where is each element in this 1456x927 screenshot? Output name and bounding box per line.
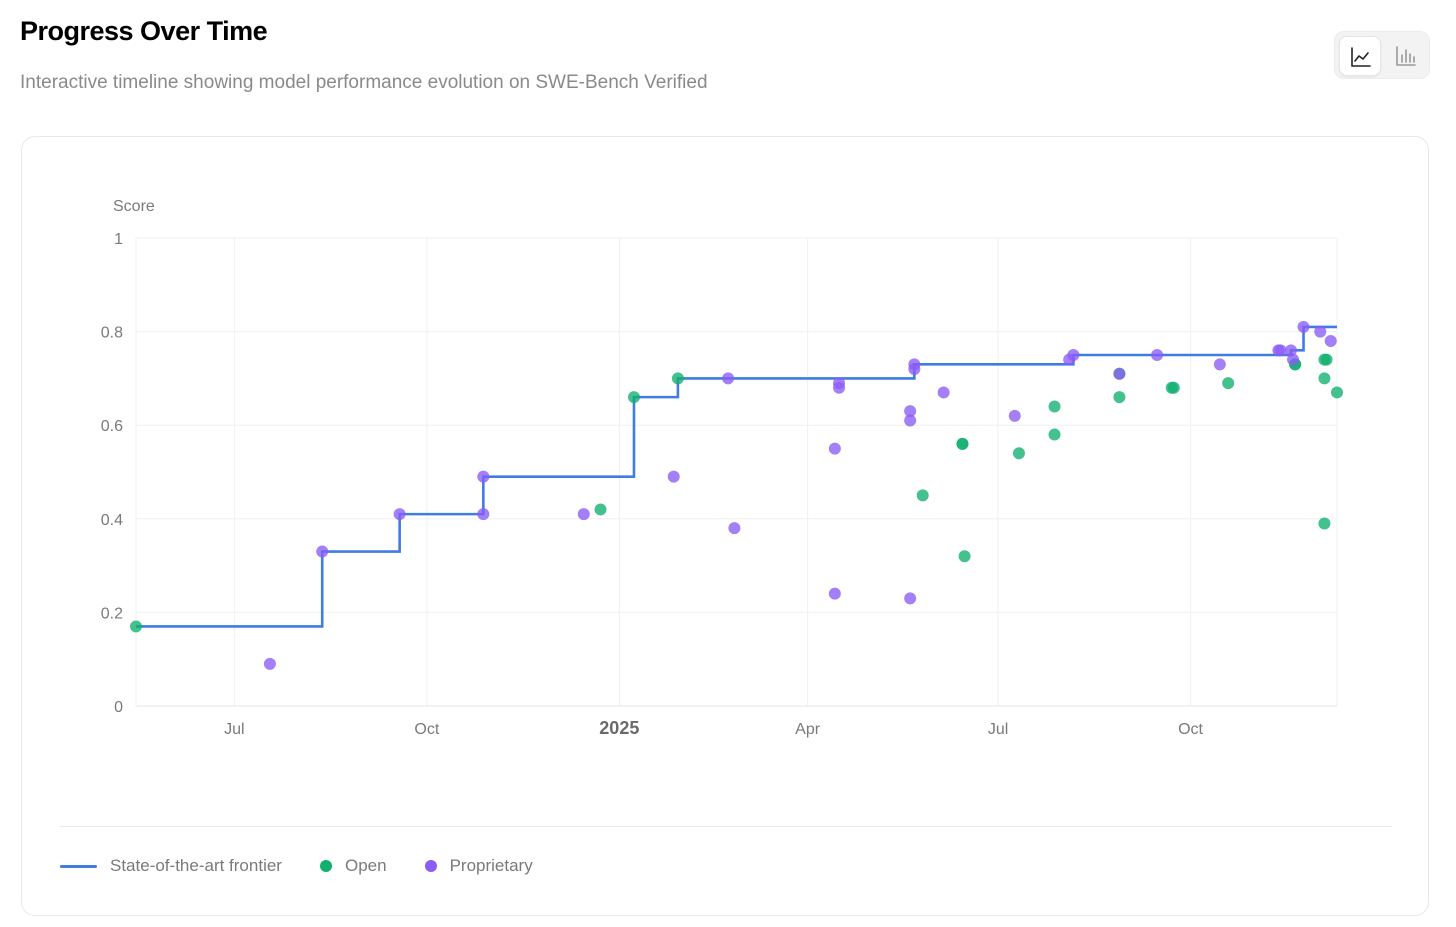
- open-model-point[interactable]: [1318, 517, 1331, 530]
- legend-label-proprietary: Proprietary: [449, 856, 533, 875]
- legend-divider: [60, 826, 1392, 827]
- legend-label-open: Open: [344, 856, 387, 875]
- open-model-point[interactable]: [956, 437, 969, 450]
- proprietary-model-point[interactable]: [1284, 344, 1297, 357]
- open-dot-swatch: [319, 860, 332, 872]
- open-model-point[interactable]: [1331, 386, 1343, 399]
- open-model-point[interactable]: [627, 391, 640, 404]
- proprietary-model-point[interactable]: [904, 405, 917, 418]
- open-model-point[interactable]: [671, 372, 684, 385]
- proprietary-dot-swatch: [424, 860, 437, 872]
- legend-label-frontier: State-of-the-art frontier: [110, 856, 282, 875]
- chart-legend: State-of-the-art frontier Open Proprieta…: [60, 855, 571, 877]
- bar-chart-icon: [1396, 46, 1416, 66]
- proprietary-model-point[interactable]: [393, 508, 406, 521]
- x-tick-label: Oct: [1178, 721, 1203, 738]
- proprietary-model-point[interactable]: [1008, 409, 1021, 422]
- y-tick-label: 0.2: [101, 605, 123, 622]
- legend-item-proprietary[interactable]: Proprietary: [424, 856, 533, 876]
- open-model-point[interactable]: [1012, 447, 1025, 460]
- y-tick-label: 0.6: [101, 418, 123, 435]
- open-model-point[interactable]: [1222, 377, 1235, 390]
- proprietary-model-point[interactable]: [1067, 349, 1080, 361]
- proprietary-model-point[interactable]: [1151, 349, 1164, 361]
- open-model-point[interactable]: [130, 620, 142, 633]
- proprietary-model-point[interactable]: [722, 372, 735, 385]
- y-tick-label: 0.8: [101, 325, 123, 342]
- proprietary-model-point[interactable]: [263, 657, 276, 670]
- x-tick-label: Apr: [795, 721, 821, 738]
- proprietary-model-point[interactable]: [667, 470, 680, 483]
- frontier-line-swatch: [60, 864, 97, 868]
- line-view-button[interactable]: [1339, 36, 1381, 76]
- line-chart-icon: [1351, 47, 1371, 67]
- open-model-point[interactable]: [916, 489, 929, 502]
- y-tick-label: 0: [114, 699, 123, 716]
- legend-item-open[interactable]: Open: [319, 856, 387, 876]
- open-model-point[interactable]: [1318, 372, 1331, 385]
- open-model-point[interactable]: [1048, 400, 1061, 413]
- proprietary-model-point[interactable]: [828, 442, 841, 455]
- proprietary-model-point[interactable]: [1324, 334, 1337, 347]
- proprietary-model-point[interactable]: [477, 508, 490, 521]
- proprietary-model-point[interactable]: [1287, 353, 1300, 366]
- proprietary-model-point[interactable]: [833, 381, 846, 394]
- page-title: Progress Over Time: [20, 16, 268, 46]
- open-model-point[interactable]: [1167, 381, 1180, 394]
- proprietary-model-point[interactable]: [316, 545, 329, 558]
- proprietary-model-point[interactable]: [908, 363, 921, 376]
- y-tick-label: 1: [114, 231, 123, 248]
- proprietary-model-point[interactable]: [828, 587, 841, 600]
- proprietary-model-point[interactable]: [1213, 358, 1226, 371]
- proprietary-model-point[interactable]: [937, 386, 950, 399]
- open-model-point[interactable]: [594, 503, 607, 516]
- bar-view-button[interactable]: [1385, 36, 1427, 76]
- page-subtitle: Interactive timeline showing model perfo…: [20, 72, 708, 93]
- y-tick-label: 0.4: [101, 512, 123, 529]
- proprietary-model-point[interactable]: [1113, 367, 1126, 380]
- chart-card: [21, 136, 1429, 916]
- x-tick-label: Jul: [224, 721, 244, 738]
- proprietary-model-point[interactable]: [577, 508, 590, 521]
- legend-item-frontier[interactable]: State-of-the-art frontier: [60, 856, 282, 876]
- proprietary-model-point[interactable]: [904, 414, 917, 427]
- frontier-step-line: [136, 325, 1337, 628]
- proprietary-model-point[interactable]: [1314, 325, 1327, 338]
- open-model-point[interactable]: [1113, 391, 1126, 404]
- proprietary-model-point[interactable]: [477, 470, 490, 483]
- x-tick-label: Oct: [414, 721, 439, 738]
- open-model-point[interactable]: [1048, 428, 1061, 441]
- open-model-point[interactable]: [958, 550, 971, 563]
- y-axis-title: Score: [113, 198, 155, 215]
- open-model-point[interactable]: [1320, 353, 1333, 366]
- proprietary-model-point[interactable]: [1297, 320, 1310, 333]
- chart-view-toggle: [1334, 31, 1430, 79]
- proprietary-model-point[interactable]: [728, 522, 741, 535]
- proprietary-model-point[interactable]: [1274, 344, 1287, 357]
- x-tick-label: 2025: [599, 718, 639, 738]
- proprietary-model-point[interactable]: [904, 592, 917, 605]
- x-tick-label: Jul: [988, 721, 1008, 738]
